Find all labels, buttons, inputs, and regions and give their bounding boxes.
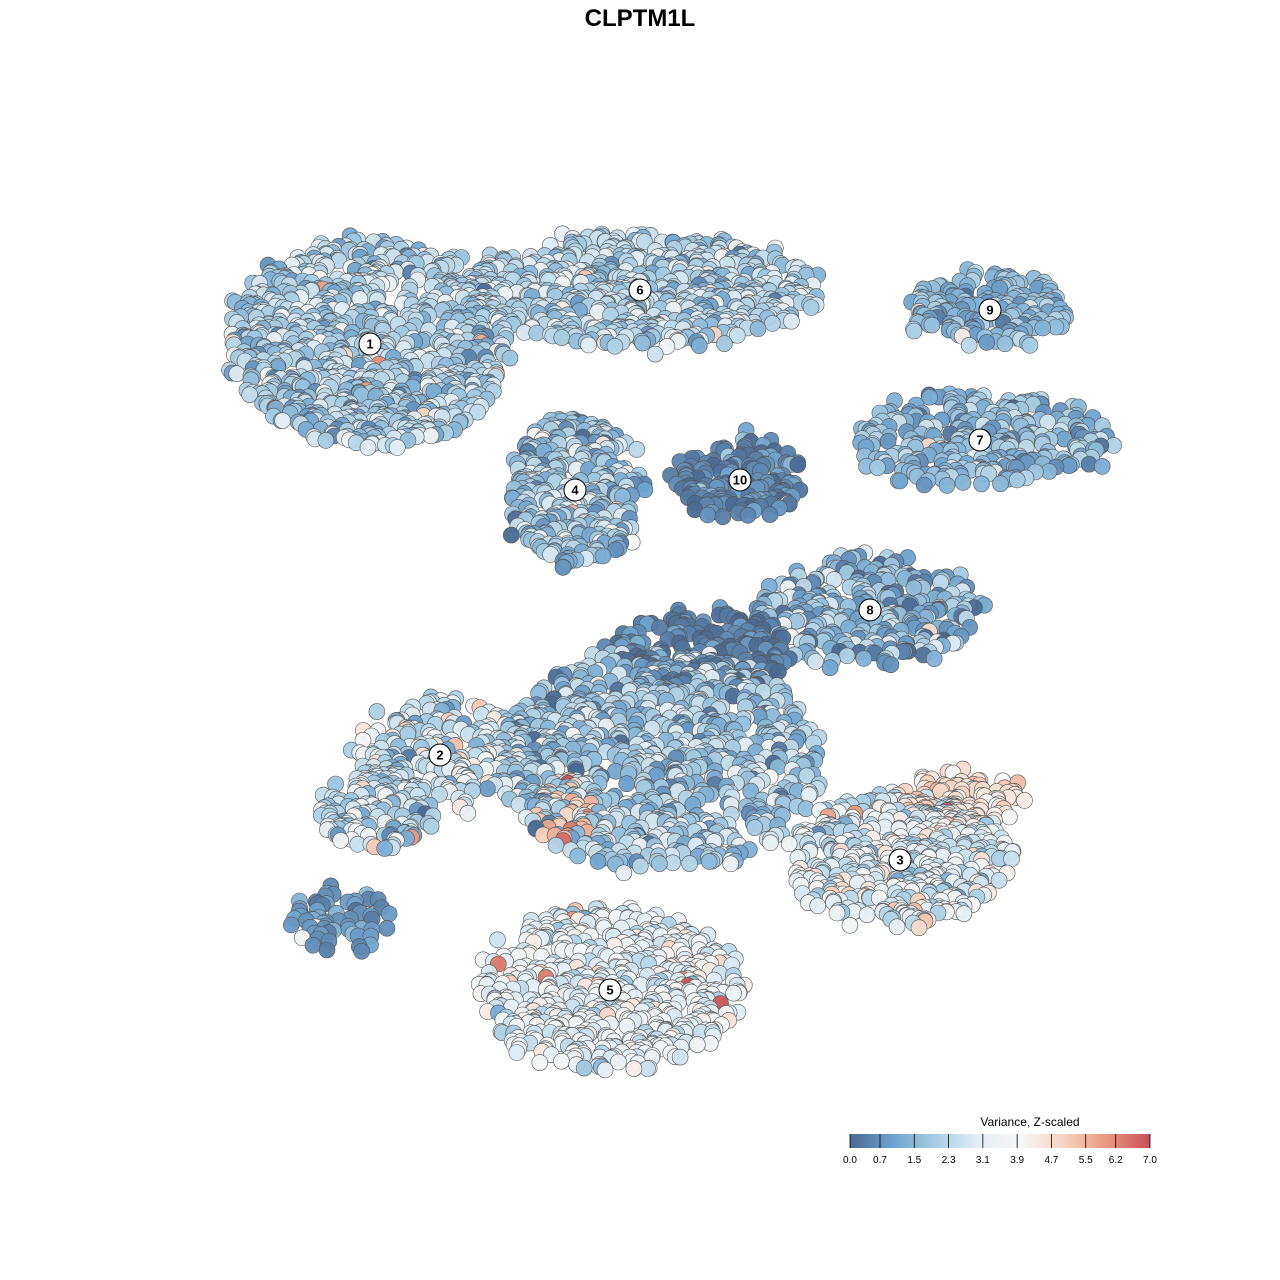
data-point (359, 439, 377, 456)
data-point (882, 656, 900, 674)
data-point (1008, 471, 1026, 489)
data-point (628, 441, 646, 458)
data-point (700, 853, 718, 870)
data-point (714, 508, 732, 526)
data-point (636, 233, 653, 250)
data-point (780, 835, 798, 853)
data-point (501, 349, 519, 367)
data-point (996, 335, 1014, 353)
data-point (746, 819, 764, 836)
data-point (422, 817, 440, 835)
data-point (960, 336, 978, 354)
data-point (1093, 458, 1111, 475)
data-point (739, 506, 757, 524)
data-point (891, 472, 909, 490)
data-point (274, 412, 291, 429)
data-point (388, 439, 406, 456)
data-point (954, 474, 972, 491)
data-point (923, 316, 941, 334)
data-point (821, 659, 839, 677)
data-point (634, 334, 651, 352)
data-point (869, 459, 886, 476)
data-point (978, 334, 996, 351)
data-point (915, 476, 933, 494)
data-point (459, 804, 477, 822)
data-point (594, 547, 612, 565)
data-point (376, 840, 394, 857)
data-point (332, 832, 350, 849)
data-point (938, 477, 956, 494)
data-point (631, 857, 649, 875)
data-point (749, 320, 767, 338)
data-point (789, 456, 807, 474)
data-point (722, 855, 740, 873)
data-point (528, 324, 546, 342)
data-point (699, 506, 717, 524)
chart-title: CLPTM1L (585, 5, 696, 32)
data-point (1003, 850, 1020, 868)
data-point (800, 786, 818, 804)
points-layer (221, 225, 1122, 1079)
data-point (990, 871, 1008, 889)
data-point (973, 475, 990, 493)
data-point (905, 322, 923, 340)
data-point (802, 299, 820, 316)
data-point (502, 526, 520, 544)
data-point (762, 834, 779, 852)
data-point (569, 847, 587, 865)
data-point (422, 427, 440, 445)
data-point (615, 864, 633, 882)
data-point (554, 559, 572, 576)
data-point (783, 312, 800, 330)
data-point (761, 506, 779, 523)
data-point (855, 650, 873, 667)
data-point (589, 853, 607, 870)
data-point (690, 337, 708, 354)
data-point (368, 703, 386, 720)
data-point (797, 800, 815, 818)
data-point (1001, 808, 1018, 826)
data-point (580, 336, 597, 354)
data-point (764, 315, 781, 332)
data-point (838, 647, 856, 665)
data-point (553, 329, 571, 346)
data-point (1016, 792, 1033, 809)
data-point (925, 650, 943, 667)
data-point (992, 475, 1009, 493)
data-point (606, 337, 624, 355)
data-point (479, 780, 496, 798)
data-point (807, 653, 824, 670)
data-point (651, 855, 668, 872)
data-point (681, 855, 698, 872)
data-point (547, 836, 565, 854)
data-point (770, 663, 787, 680)
data-point (1021, 336, 1039, 354)
data-point (228, 365, 246, 383)
data-point (1034, 319, 1051, 337)
data-point (716, 335, 733, 352)
data-point (317, 432, 335, 449)
data-point (618, 775, 636, 793)
data-point (646, 345, 664, 363)
